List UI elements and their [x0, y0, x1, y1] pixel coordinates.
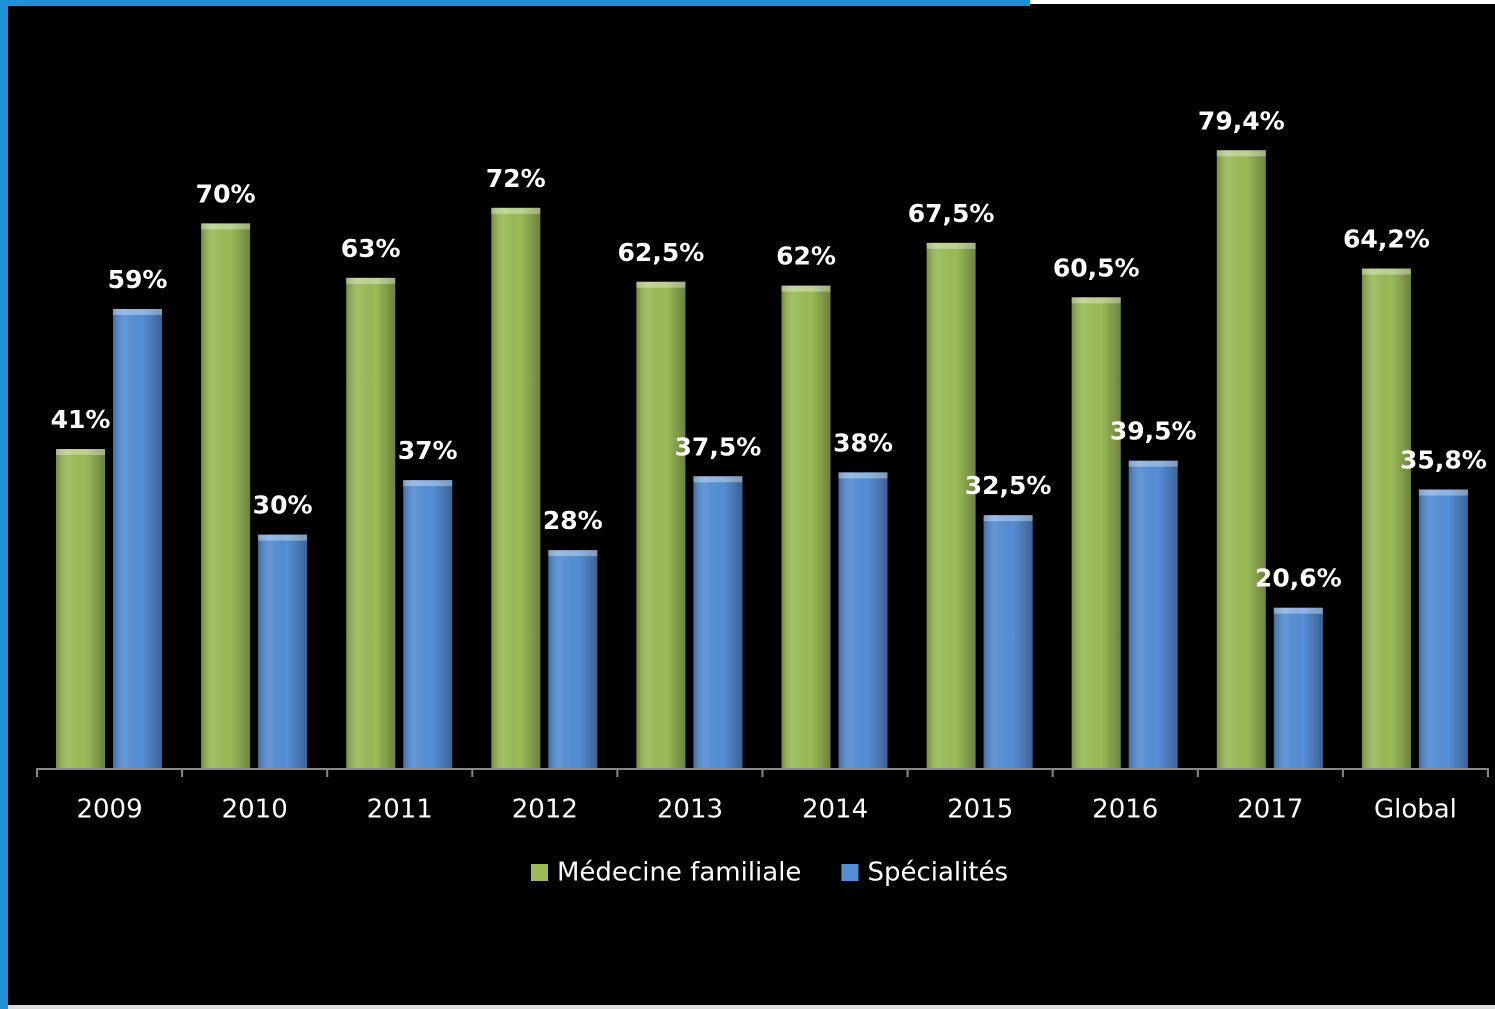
frame-top [0, 0, 1030, 6]
data-label: 59% [108, 265, 168, 294]
bar-cap [693, 476, 743, 483]
x-tick-label: 2010 [222, 795, 288, 825]
bar-shade [403, 480, 453, 768]
bar-shade [838, 472, 888, 768]
x-tick-label: 2015 [947, 795, 1013, 825]
x-tick-label: Global [1374, 795, 1457, 825]
data-label: 67,5% [908, 199, 995, 228]
data-label: 20,6% [1255, 564, 1342, 593]
x-tick-label: 2012 [512, 795, 578, 825]
bar-cap [113, 308, 162, 315]
data-label: 60,5% [1053, 253, 1140, 282]
x-tick-label: 2011 [367, 795, 433, 825]
bar-cap [258, 534, 308, 541]
data-label: 79,4% [1198, 106, 1285, 135]
legend-swatch [841, 864, 859, 881]
x-tick-label: 2014 [802, 795, 868, 825]
x-tick-label: 2009 [76, 795, 142, 825]
bar-shade [1128, 460, 1178, 768]
data-label: 38% [833, 428, 893, 457]
frame-left [0, 0, 8, 1009]
bar-shade [548, 550, 598, 768]
bar-shade [201, 223, 251, 768]
data-label: 37,5% [675, 432, 762, 461]
bar-cap [56, 449, 105, 456]
bar-cap [548, 550, 598, 557]
data-label: 63% [341, 234, 401, 263]
data-label: 30% [253, 491, 313, 520]
bar-cap [1273, 607, 1323, 614]
bar-shade [1273, 607, 1323, 768]
bar-shade [926, 242, 976, 769]
data-label: 35,8% [1400, 445, 1487, 474]
bar-cap [1361, 268, 1411, 275]
bar-cap [403, 480, 453, 487]
data-label: 39,5% [1110, 417, 1197, 446]
bar-cap [1216, 150, 1266, 157]
legend-label: Spécialités [867, 858, 1008, 888]
bar-shade [1216, 150, 1266, 768]
data-label: 32,5% [965, 471, 1052, 500]
data-label: 37% [398, 436, 458, 465]
bar-shade [1361, 268, 1411, 768]
bar-cap [491, 207, 541, 214]
data-label: 64,2% [1343, 225, 1430, 254]
data-label: 28% [543, 506, 603, 535]
bar-shade [346, 277, 396, 768]
x-tick-label: 2016 [1092, 795, 1158, 825]
data-label: 41% [51, 405, 111, 434]
bar-cap [1071, 297, 1121, 304]
bar-cap [1128, 460, 1178, 467]
bar-shade [491, 207, 541, 769]
bar-shade [258, 534, 308, 768]
bar-cap [636, 281, 686, 288]
bar-shade [636, 281, 686, 768]
bar-shade [693, 476, 743, 768]
x-tick-label: 2017 [1237, 795, 1303, 825]
frame-bottom [8, 1005, 1495, 1009]
bar-cap [1418, 489, 1468, 496]
data-label: 72% [486, 164, 546, 193]
data-label: 62% [776, 242, 836, 271]
bar-cap [926, 242, 976, 249]
bar-shade [983, 515, 1033, 768]
bar-shade [113, 308, 162, 768]
bar-shade [56, 449, 105, 768]
bar-cap [781, 285, 831, 292]
legend-swatch [531, 864, 548, 881]
bar-cap [838, 472, 888, 479]
bar-shade [1071, 297, 1121, 768]
legend-label: Médecine familiale [557, 858, 801, 888]
bar-shade [1418, 489, 1468, 768]
data-label: 70% [196, 179, 256, 208]
frame-top-right [1030, 0, 1495, 4]
bar-cap [346, 277, 396, 284]
x-tick-label: 2013 [657, 795, 723, 825]
bar-cap [201, 223, 251, 230]
bar-shade [781, 285, 831, 768]
bar-cap [983, 515, 1033, 522]
data-label: 62,5% [618, 238, 705, 267]
